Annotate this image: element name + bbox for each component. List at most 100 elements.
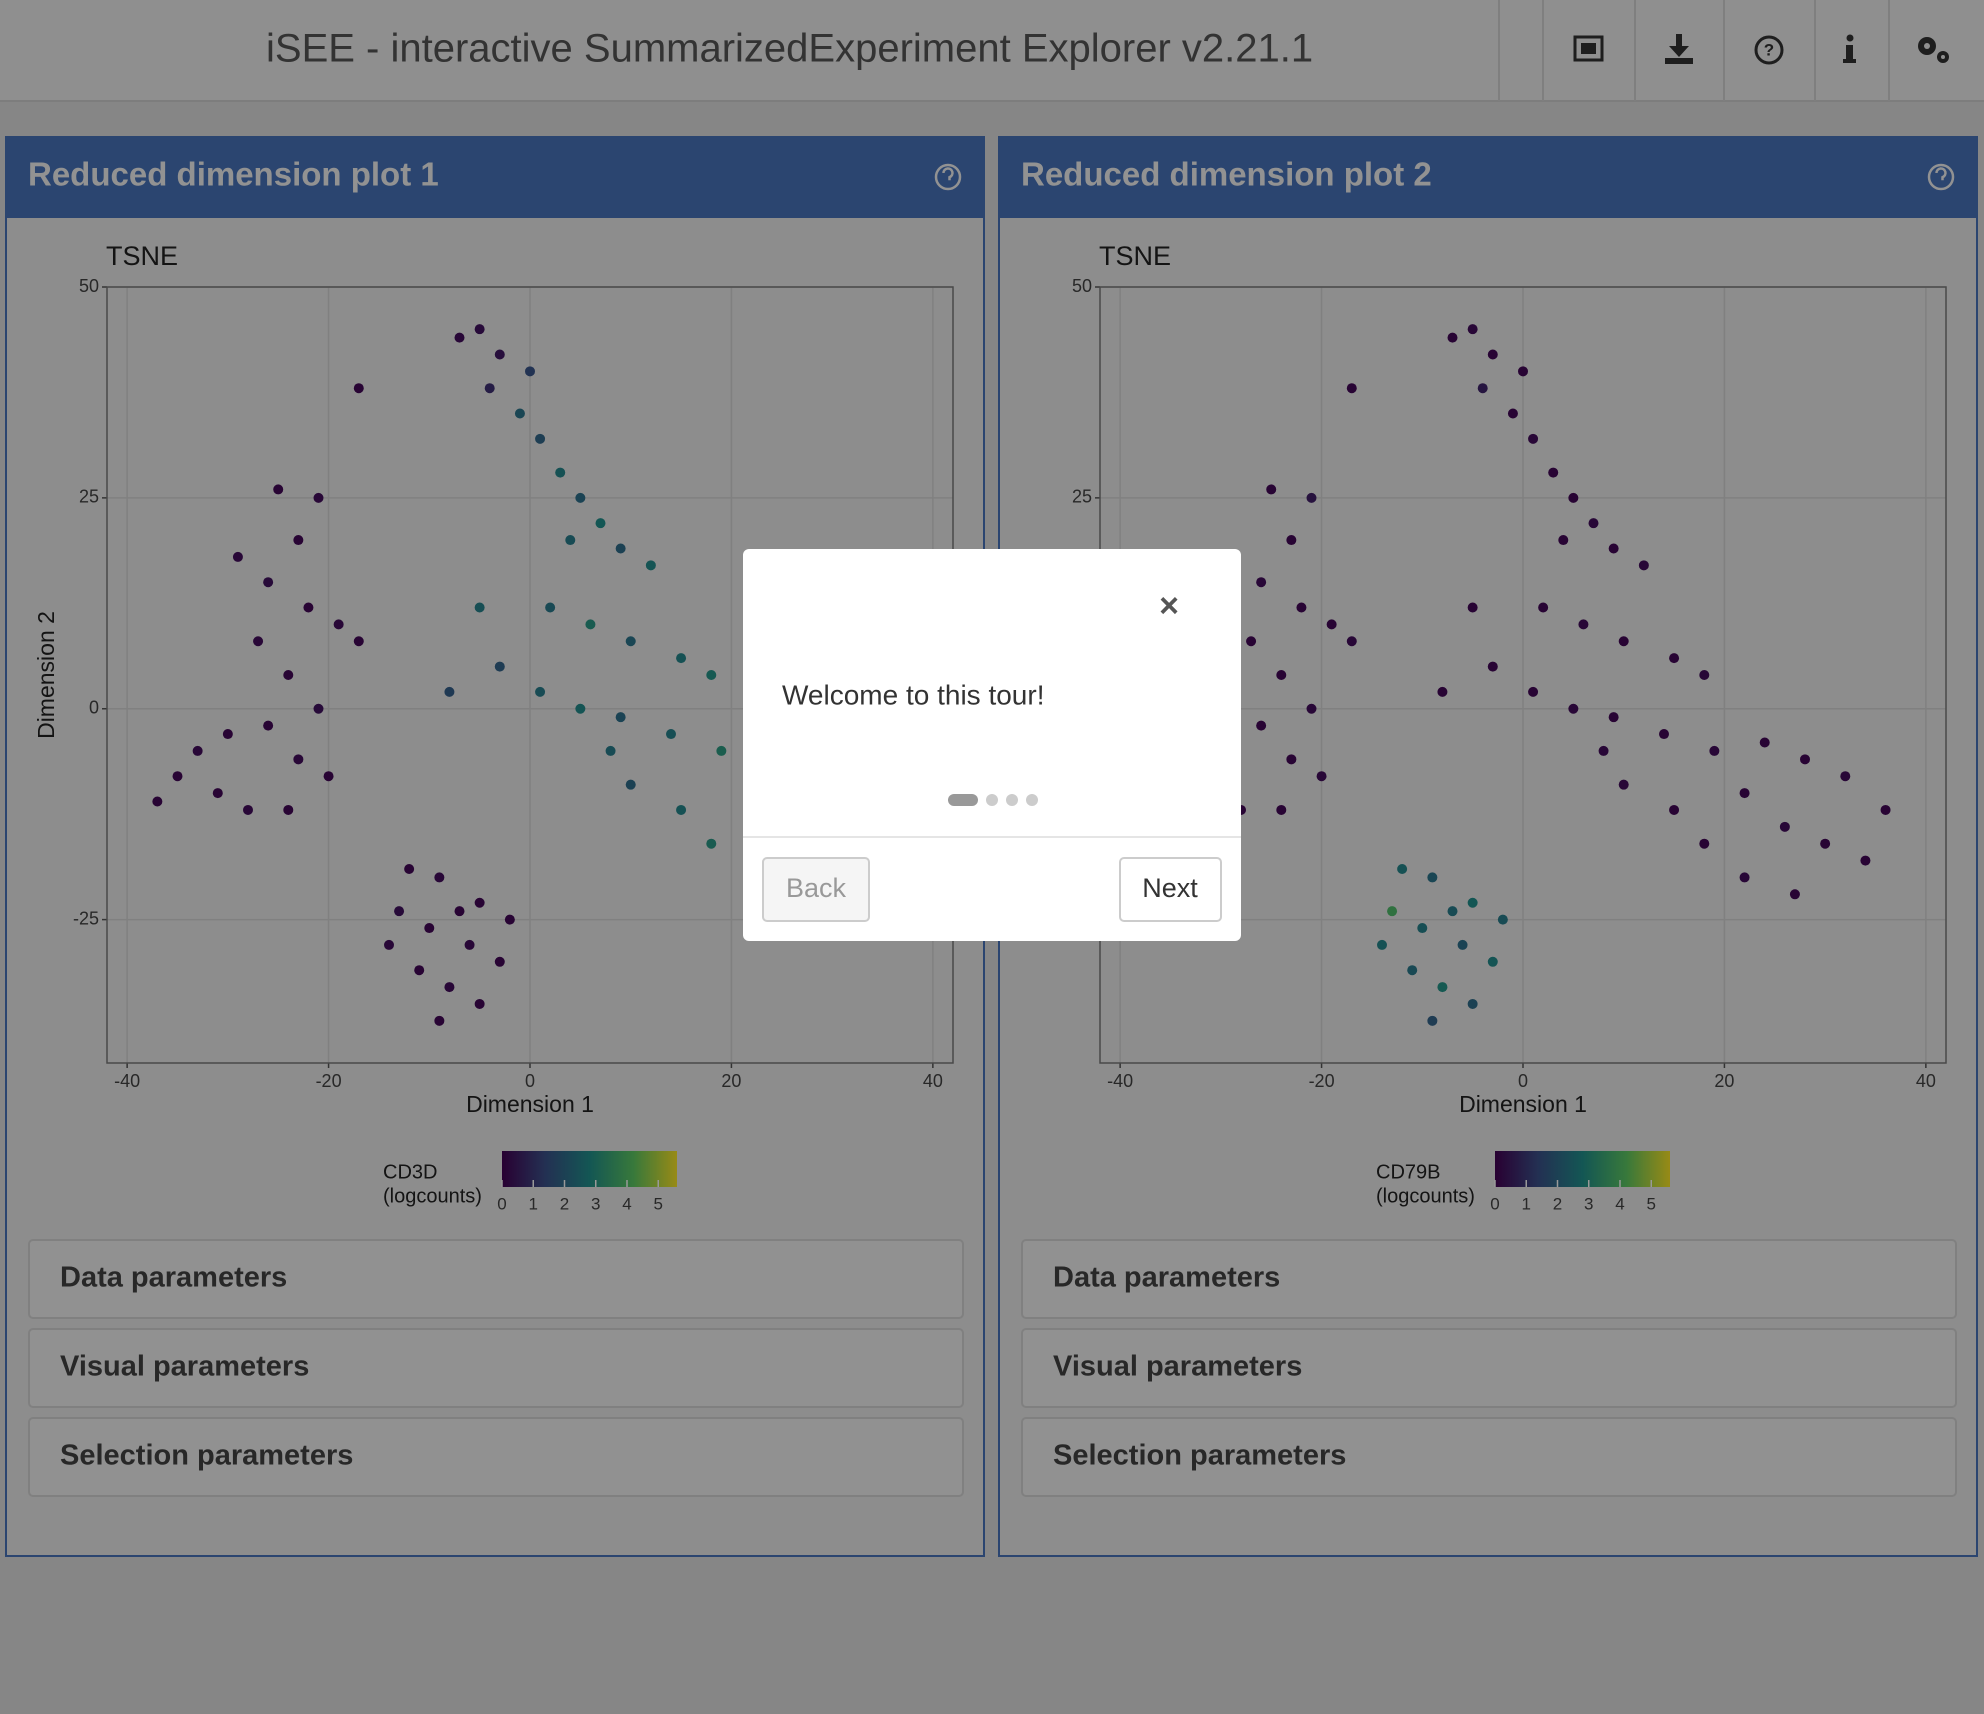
point: [525, 366, 535, 377]
section-box: [1021, 1239, 1957, 1319]
point: [1427, 1015, 1438, 1026]
point: [1880, 804, 1891, 815]
point: [353, 383, 364, 394]
help-mark: [1935, 167, 1947, 181]
point: [1306, 703, 1317, 714]
y-tick-label: 25: [79, 487, 99, 507]
point: [1497, 914, 1508, 925]
colorbar-tick-label: 1: [529, 1194, 538, 1213]
point: [565, 535, 576, 546]
x-tick-label: -40: [114, 1071, 140, 1091]
point: [434, 872, 445, 883]
point: [706, 670, 717, 680]
point: [1789, 889, 1800, 900]
x-tick-label: 40: [923, 1071, 943, 1091]
accordion-section[interactable]: Visual parameters: [28, 1328, 964, 1408]
colorbar-tick-label: 1: [1522, 1194, 1531, 1213]
point: [384, 939, 394, 950]
point: [293, 754, 304, 765]
close-button[interactable]: ×: [1159, 587, 1179, 625]
point: [172, 771, 183, 782]
legend-subtitle: (logcounts): [383, 1185, 482, 1207]
point: [615, 543, 626, 554]
y-tick-label: 50: [1072, 276, 1092, 296]
point: [1558, 535, 1569, 546]
panel-help-icon[interactable]: [1927, 163, 1955, 191]
point: [1246, 636, 1257, 647]
accordion-section[interactable]: Selection parameters: [1021, 1417, 1957, 1497]
help-icon[interactable]: ?: [1754, 35, 1784, 65]
point: [1578, 619, 1589, 630]
point: [404, 864, 415, 874]
point: [273, 484, 284, 495]
x-tick-label: 20: [1714, 1071, 1734, 1091]
accordion-section[interactable]: Selection parameters: [28, 1417, 964, 1497]
point: [514, 408, 525, 419]
point: [263, 720, 274, 731]
point: [1699, 670, 1710, 680]
back-label: Back: [786, 873, 847, 903]
accordion-section[interactable]: Data parameters: [1021, 1239, 1957, 1319]
point: [454, 906, 465, 917]
back-button[interactable]: Back: [762, 857, 870, 922]
section-title: Data parameters: [1053, 1262, 1280, 1294]
help-circle: [934, 163, 962, 191]
point: [1638, 560, 1649, 571]
point: [1568, 492, 1579, 503]
colorbar: [1495, 1151, 1670, 1187]
point: [1779, 821, 1790, 832]
section-title: Visual parameters: [60, 1351, 309, 1383]
panel-header: [6, 137, 984, 218]
svg-text:?: ?: [1764, 40, 1774, 59]
next-button[interactable]: Next: [1119, 857, 1222, 922]
next-label: Next: [1142, 873, 1198, 903]
point: [333, 619, 344, 630]
point: [1467, 602, 1478, 613]
point: [666, 729, 676, 740]
info-icon[interactable]: [1843, 34, 1856, 64]
colorbar-tick-label: 2: [560, 1194, 569, 1213]
point: [1739, 788, 1750, 799]
point: [645, 560, 656, 571]
point: [625, 779, 636, 790]
point: [263, 577, 274, 588]
point: [1437, 686, 1448, 697]
point: [1346, 383, 1357, 394]
point: [424, 923, 435, 934]
accordion-section[interactable]: Visual parameters: [1021, 1328, 1957, 1408]
point: [575, 492, 586, 503]
header-separators: [1498, 0, 1890, 101]
y-tick-label: 0: [89, 697, 99, 717]
section-box: [1021, 1328, 1957, 1408]
point: [1487, 956, 1498, 967]
point: [1397, 864, 1408, 874]
panel-help-icon[interactable]: [934, 163, 962, 191]
point: [1528, 686, 1539, 697]
point: [1860, 855, 1871, 866]
panel-header: [999, 137, 1977, 218]
colorbar-tick-label: 3: [1584, 1194, 1593, 1213]
x-axis-label: Dimension 1: [466, 1091, 594, 1117]
point: [323, 771, 334, 782]
point: [243, 804, 253, 815]
point: [474, 897, 485, 908]
point: [1669, 653, 1680, 664]
point: [1387, 906, 1398, 917]
point: [1608, 712, 1619, 723]
point: [152, 796, 163, 807]
point: [1346, 636, 1357, 647]
modal-box: [743, 549, 1241, 941]
export-icon[interactable]: [1573, 35, 1604, 62]
point: [1457, 939, 1468, 950]
settings-icon[interactable]: [1918, 37, 1949, 63]
point: [1437, 982, 1448, 993]
point: [1467, 897, 1478, 908]
point: [1709, 745, 1720, 756]
point: [585, 619, 596, 630]
colorbar-tick-label: 2: [1553, 1194, 1562, 1213]
point: [504, 914, 515, 925]
download-icon[interactable]: [1665, 34, 1693, 64]
section-title: Data parameters: [60, 1262, 287, 1294]
accordion-section[interactable]: Data parameters: [28, 1239, 964, 1319]
point: [1377, 939, 1387, 950]
